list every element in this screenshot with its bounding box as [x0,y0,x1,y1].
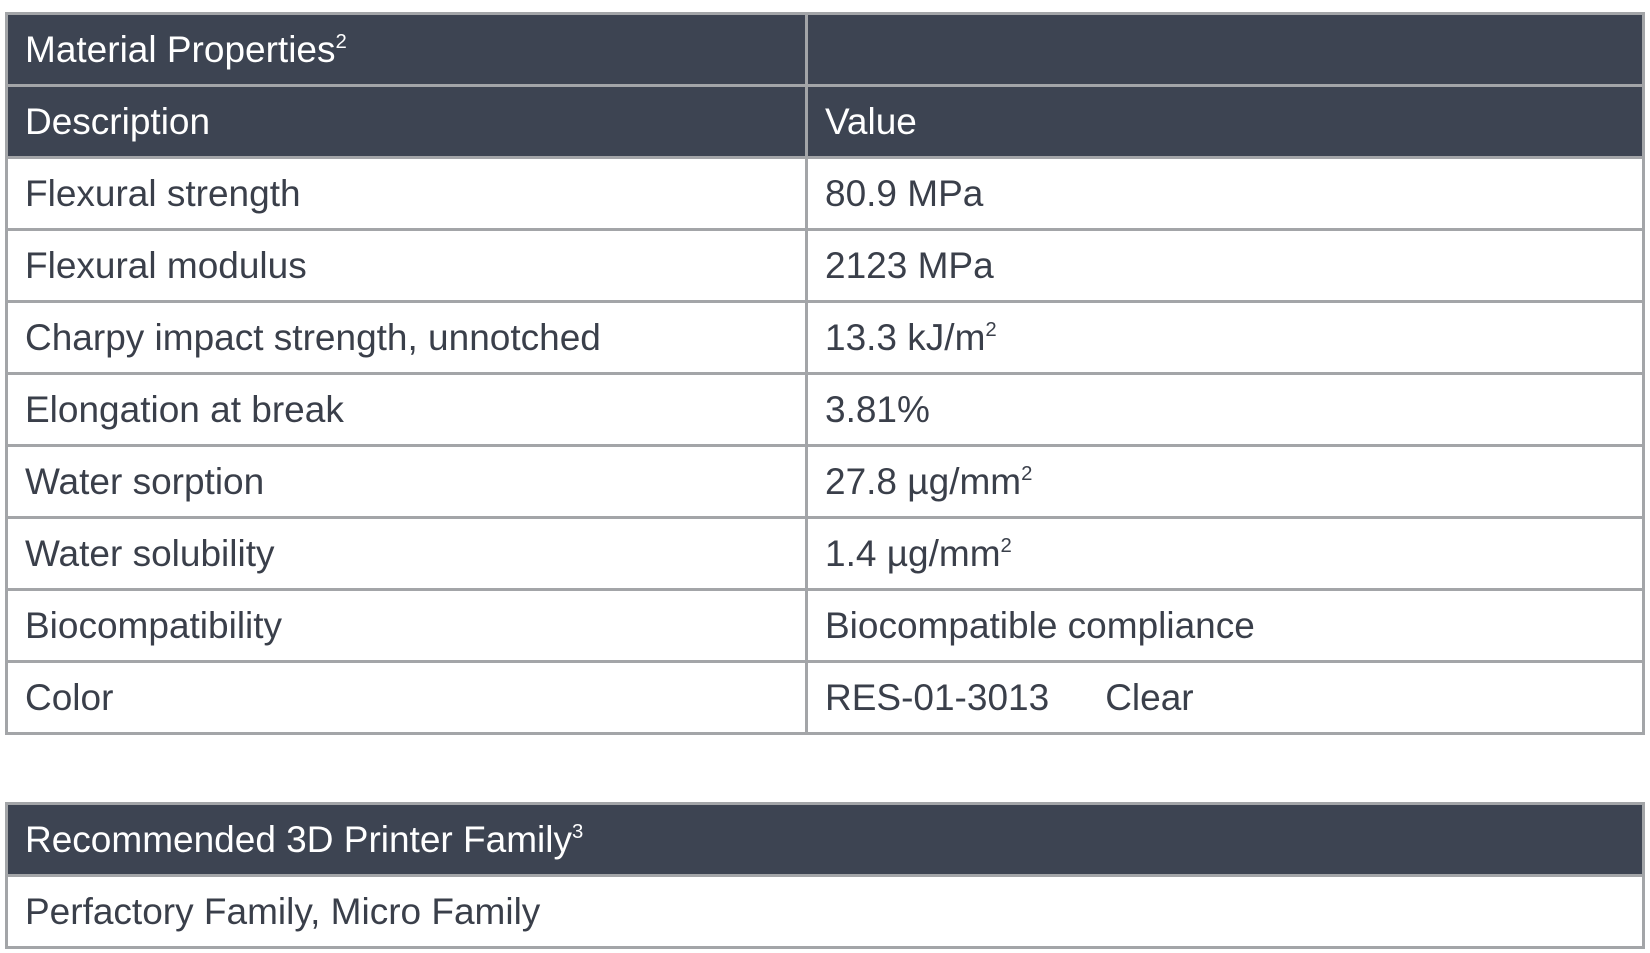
table-title-row: Material Properties2 [5,12,1645,87]
column-header-row: Description Value [5,84,1645,159]
material-properties-table: Material Properties2 Description Value F… [5,12,1645,735]
table-title-row: Recommended 3D Printer Family3 [5,802,1645,877]
superscript: 2 [1000,534,1012,557]
cell-value: 1.4 µg/mm2 [805,516,1645,591]
superscript: 2 [985,318,997,341]
table-row: Flexural modulus 2123 MPa [5,228,1645,303]
printer-family-value: Perfactory Family, Micro Family [5,874,1645,949]
table-title: Material Properties2 [5,12,808,87]
table-title: Recommended 3D Printer Family3 [5,802,1645,877]
table-row: Elongation at break 3.81% [5,372,1645,447]
cell-value: 2123 MPa [805,228,1645,303]
cell-description: Flexural modulus [5,228,808,303]
footnote-marker: 2 [335,30,347,53]
table-row: Perfactory Family, Micro Family [5,874,1645,949]
table-row: Water sorption 27.8 µg/mm2 [5,444,1645,519]
cell-value: 27.8 µg/mm2 [805,444,1645,519]
cell-value: 3.81% [805,372,1645,447]
superscript: 2 [1021,462,1033,485]
cell-value: Biocompatible compliance [805,588,1645,663]
table-row: Flexural strength 80.9 MPa [5,156,1645,231]
cell-description: Charpy impact strength, unnotched [5,300,808,375]
cell-description: Flexural strength [5,156,808,231]
printer-family-table: Recommended 3D Printer Family3 Perfactor… [5,802,1645,949]
cell-description: Elongation at break [5,372,808,447]
cell-description: Color [5,660,808,735]
cell-description: Water sorption [5,444,808,519]
color-code: RES-01-3013 [825,676,1050,718]
footnote-marker: 3 [571,820,584,843]
column-header-value: Value [805,84,1645,159]
table-row: Biocompatibility Biocompatible compliance [5,588,1645,663]
cell-description: Water solubility [5,516,808,591]
cell-value: 13.3 kJ/m2 [805,300,1645,375]
color-name: Clear [1105,676,1194,718]
cell-value: 80.9 MPa [805,156,1645,231]
cell-value: RES-01-3013 Clear [805,660,1645,735]
table-row: Water solubility 1.4 µg/mm2 [5,516,1645,591]
empty-header-cell [805,12,1645,87]
table-row-color: Color RES-01-3013 Clear [5,660,1645,735]
table-row: Charpy impact strength, unnotched 13.3 kJ… [5,300,1645,375]
column-header-description: Description [5,84,808,159]
cell-description: Biocompatibility [5,588,808,663]
